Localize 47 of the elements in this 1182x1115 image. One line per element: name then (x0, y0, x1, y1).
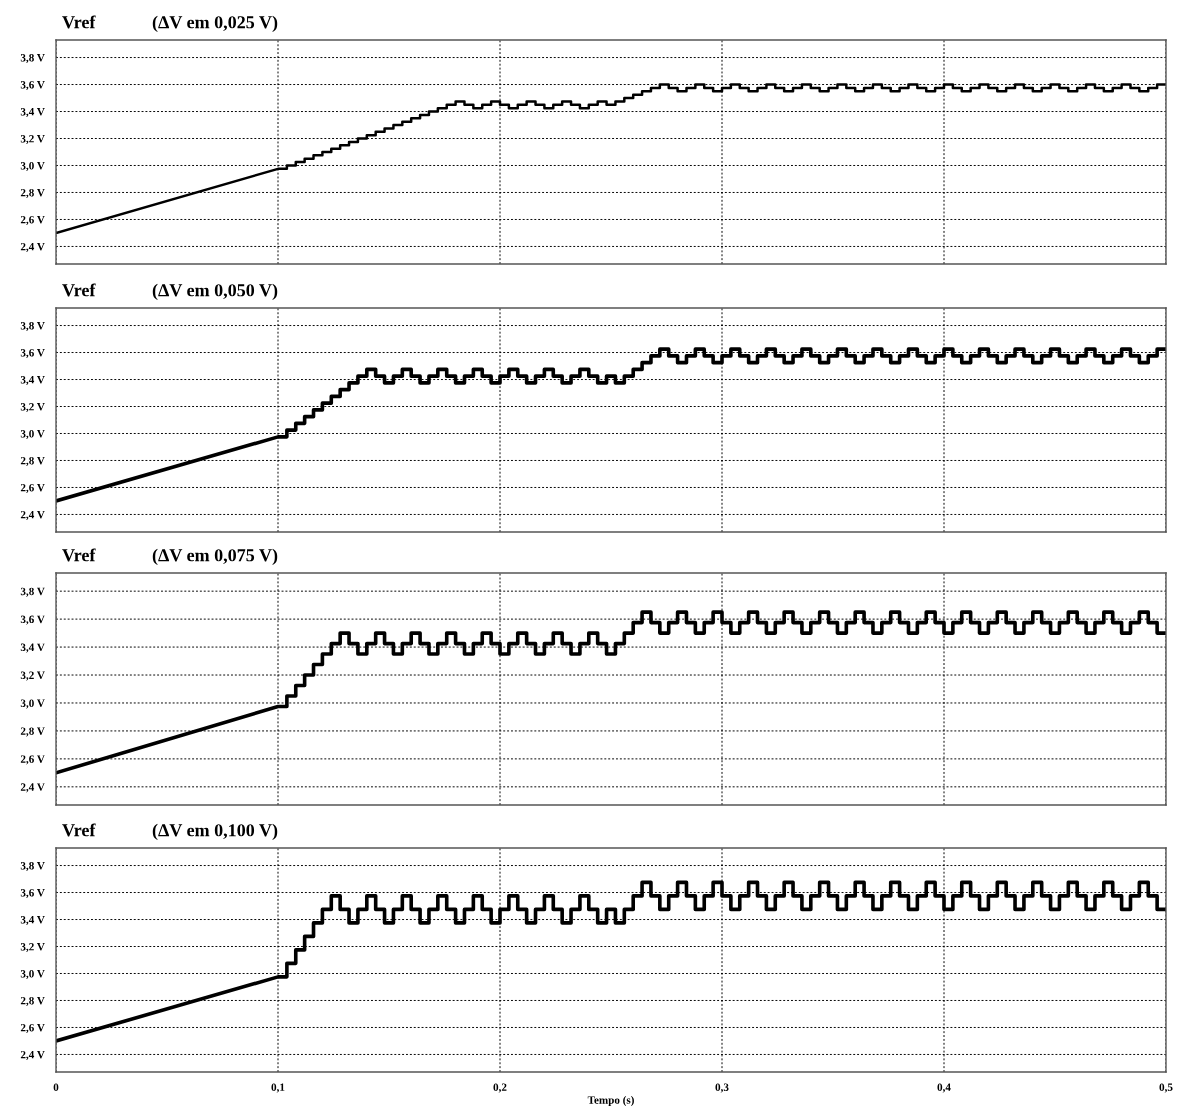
y-tick-label: 3,6 V (20, 81, 45, 91)
y-tick-label: 3,4 V (20, 643, 45, 653)
y-tick-label: 2,4 V (20, 1050, 45, 1061)
x-tick-label: 0,4 (937, 1083, 951, 1093)
y-tick-label: 3,6 V (20, 889, 45, 899)
y-tick-label: 2,8 V (20, 188, 45, 199)
y-tick-label: 3,4 V (20, 376, 45, 386)
y-tick-label: 2,6 V (20, 1023, 45, 1034)
y-tick-label: 2,6 V (20, 215, 45, 226)
chart-title: Vref (62, 548, 96, 562)
y-tick-label: 3,8 V (20, 322, 45, 332)
y-tick-label: 3,0 V (20, 429, 45, 440)
y-tick-label: 3,8 V (20, 862, 45, 872)
y-tick-label: 3,2 V (20, 135, 45, 145)
x-tick-label: 0 (53, 1083, 59, 1091)
y-tick-label: 2,4 V (20, 783, 45, 793)
chart-subtitle: (ΔV em 0,050 V) (152, 283, 278, 300)
x-tick-label: 0,5 (1159, 1083, 1173, 1093)
chart-title: Vref (62, 283, 96, 297)
y-tick-label: 2,4 V (20, 242, 45, 253)
y-tick-label: 2,6 V (20, 483, 45, 494)
y-tick-label: 3,8 V (20, 587, 45, 597)
y-tick-label: 3,4 V (20, 108, 45, 118)
y-tick-label: 2,4 V (20, 510, 45, 521)
chart-subtitle: (ΔV em 0,025 V) (152, 15, 278, 32)
y-tick-label: 3,2 V (20, 943, 45, 953)
y-tick-label: 2,8 V (20, 727, 45, 737)
y-tick-label: 3,8 V (20, 54, 45, 64)
y-tick-label: 3,0 V (20, 969, 45, 980)
x-tick-label: 0,3 (715, 1083, 729, 1093)
y-tick-label: 3,6 V (20, 349, 45, 359)
x-tick-label: 0,1 (271, 1083, 285, 1093)
x-tick-label: 0,2 (493, 1083, 507, 1093)
chart-title: Vref (62, 15, 96, 29)
y-tick-label: 3,0 V (20, 161, 45, 172)
chart-title: Vref (62, 823, 96, 837)
y-tick-label: 3,4 V (20, 916, 45, 926)
y-tick-label: 2,6 V (20, 755, 45, 765)
y-tick-label: 3,6 V (20, 615, 45, 625)
chart-subtitle: (ΔV em 0,075 V) (152, 548, 278, 565)
chart-subtitle: (ΔV em 0,100 V) (152, 823, 278, 840)
y-tick-label: 3,2 V (20, 671, 45, 681)
y-tick-label: 2,8 V (20, 996, 45, 1007)
y-tick-label: 2,8 V (20, 456, 45, 467)
x-axis-title: Tempo (s) (587, 1095, 634, 1107)
y-tick-label: 3,0 V (20, 699, 45, 709)
y-tick-label: 3,2 V (20, 403, 45, 413)
